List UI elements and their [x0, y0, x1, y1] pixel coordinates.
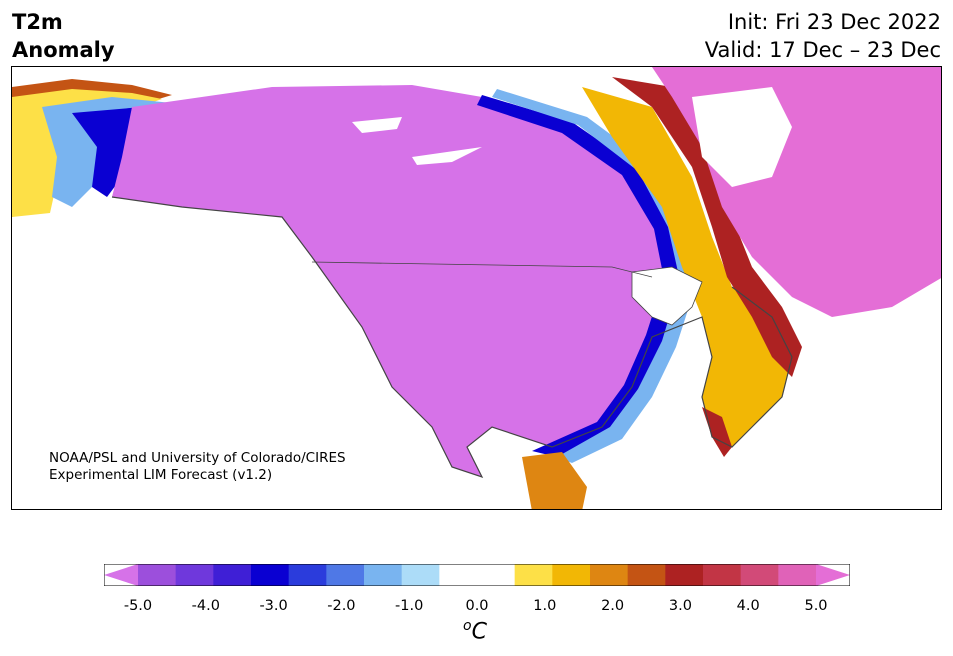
valid-range: Valid: 17 Dec – 23 Dec: [704, 38, 941, 62]
credit-line-2: Experimental LIM Forecast (v1.2): [49, 467, 273, 483]
init-date: Init: Fri 23 Dec 2022: [727, 10, 941, 34]
colorbar-cell: [477, 564, 516, 586]
anomaly-map: [11, 66, 942, 510]
colorbar-cell: [326, 564, 365, 586]
colorbar-tick-label: 3.0: [668, 598, 692, 614]
colorbar-cell: [703, 564, 742, 586]
colorbar-cell: [627, 564, 666, 586]
colorbar-cell: [138, 564, 177, 586]
colorbar-cell: [514, 564, 553, 586]
colorbar: [104, 564, 850, 586]
colorbar-tick-label: -5.0: [123, 598, 153, 614]
colorbar-cell: [778, 564, 817, 586]
colorbar-cell: [740, 564, 779, 586]
colorbar-tick-label: 2.0: [601, 598, 625, 614]
colorbar-cell: [364, 564, 403, 586]
colorbar-cell: [439, 564, 478, 586]
colorbar-tick-label: 1.0: [533, 598, 557, 614]
greenland-white: [692, 87, 792, 187]
credit-text: NOAA/PSL and University of Colorado/CIRE…: [49, 450, 346, 484]
map-canvas: [12, 67, 941, 509]
colorbar-tick-label: -2.0: [327, 598, 356, 614]
alaska-deep-cold: [72, 107, 212, 197]
colorbar-arrow-high: [816, 564, 850, 586]
us-canada-border: [311, 261, 653, 278]
unit-label: oC: [463, 618, 487, 644]
colorbar-cell: [590, 564, 629, 586]
cold-gradient-east: [477, 95, 682, 457]
colorbar-cells: [104, 564, 850, 586]
unit-superscript: o: [463, 618, 472, 634]
colorbar-cell: [552, 564, 591, 586]
colorbar-tick-label: 5.0: [804, 598, 828, 614]
colorbar-tick-label: 0.0: [465, 598, 489, 614]
cold-anomaly-core: [112, 85, 672, 477]
colorbar-cell: [175, 564, 214, 586]
colorbar-cell: [401, 564, 440, 586]
warm-anomaly-core: [612, 77, 802, 377]
map-title: T2m Anomaly: [12, 8, 115, 64]
alaska-cold-bands: [42, 97, 172, 207]
mexico-warm: [522, 452, 587, 509]
colorbar-cell: [213, 564, 252, 586]
unit-text: C: [471, 619, 487, 645]
warm-anomaly-east-coast: [582, 87, 792, 447]
title-line-1: T2m: [12, 10, 63, 34]
colorbar-cell: [288, 564, 327, 586]
florida-warm: [702, 407, 732, 457]
colorbar-cell: [251, 564, 290, 586]
colorbar-tick-label: -4.0: [191, 598, 220, 614]
forecast-dates: Init: Fri 23 Dec 2022 Valid: 17 Dec – 23…: [705, 8, 941, 64]
colorbar-tick-label: 4.0: [736, 598, 760, 614]
great-lakes: [631, 266, 703, 326]
colorbar-tick-label: -3.0: [259, 598, 288, 614]
colorbar-cell: [665, 564, 704, 586]
colorbar-tick-label: -1.0: [395, 598, 424, 614]
coastline: [111, 196, 793, 479]
title-line-2: Anomaly: [12, 38, 115, 62]
colorbar-arrow-low: [104, 564, 138, 586]
canadian-lakes: [352, 117, 482, 165]
credit-line-1: NOAA/PSL and University of Colorado/CIRE…: [49, 450, 346, 466]
